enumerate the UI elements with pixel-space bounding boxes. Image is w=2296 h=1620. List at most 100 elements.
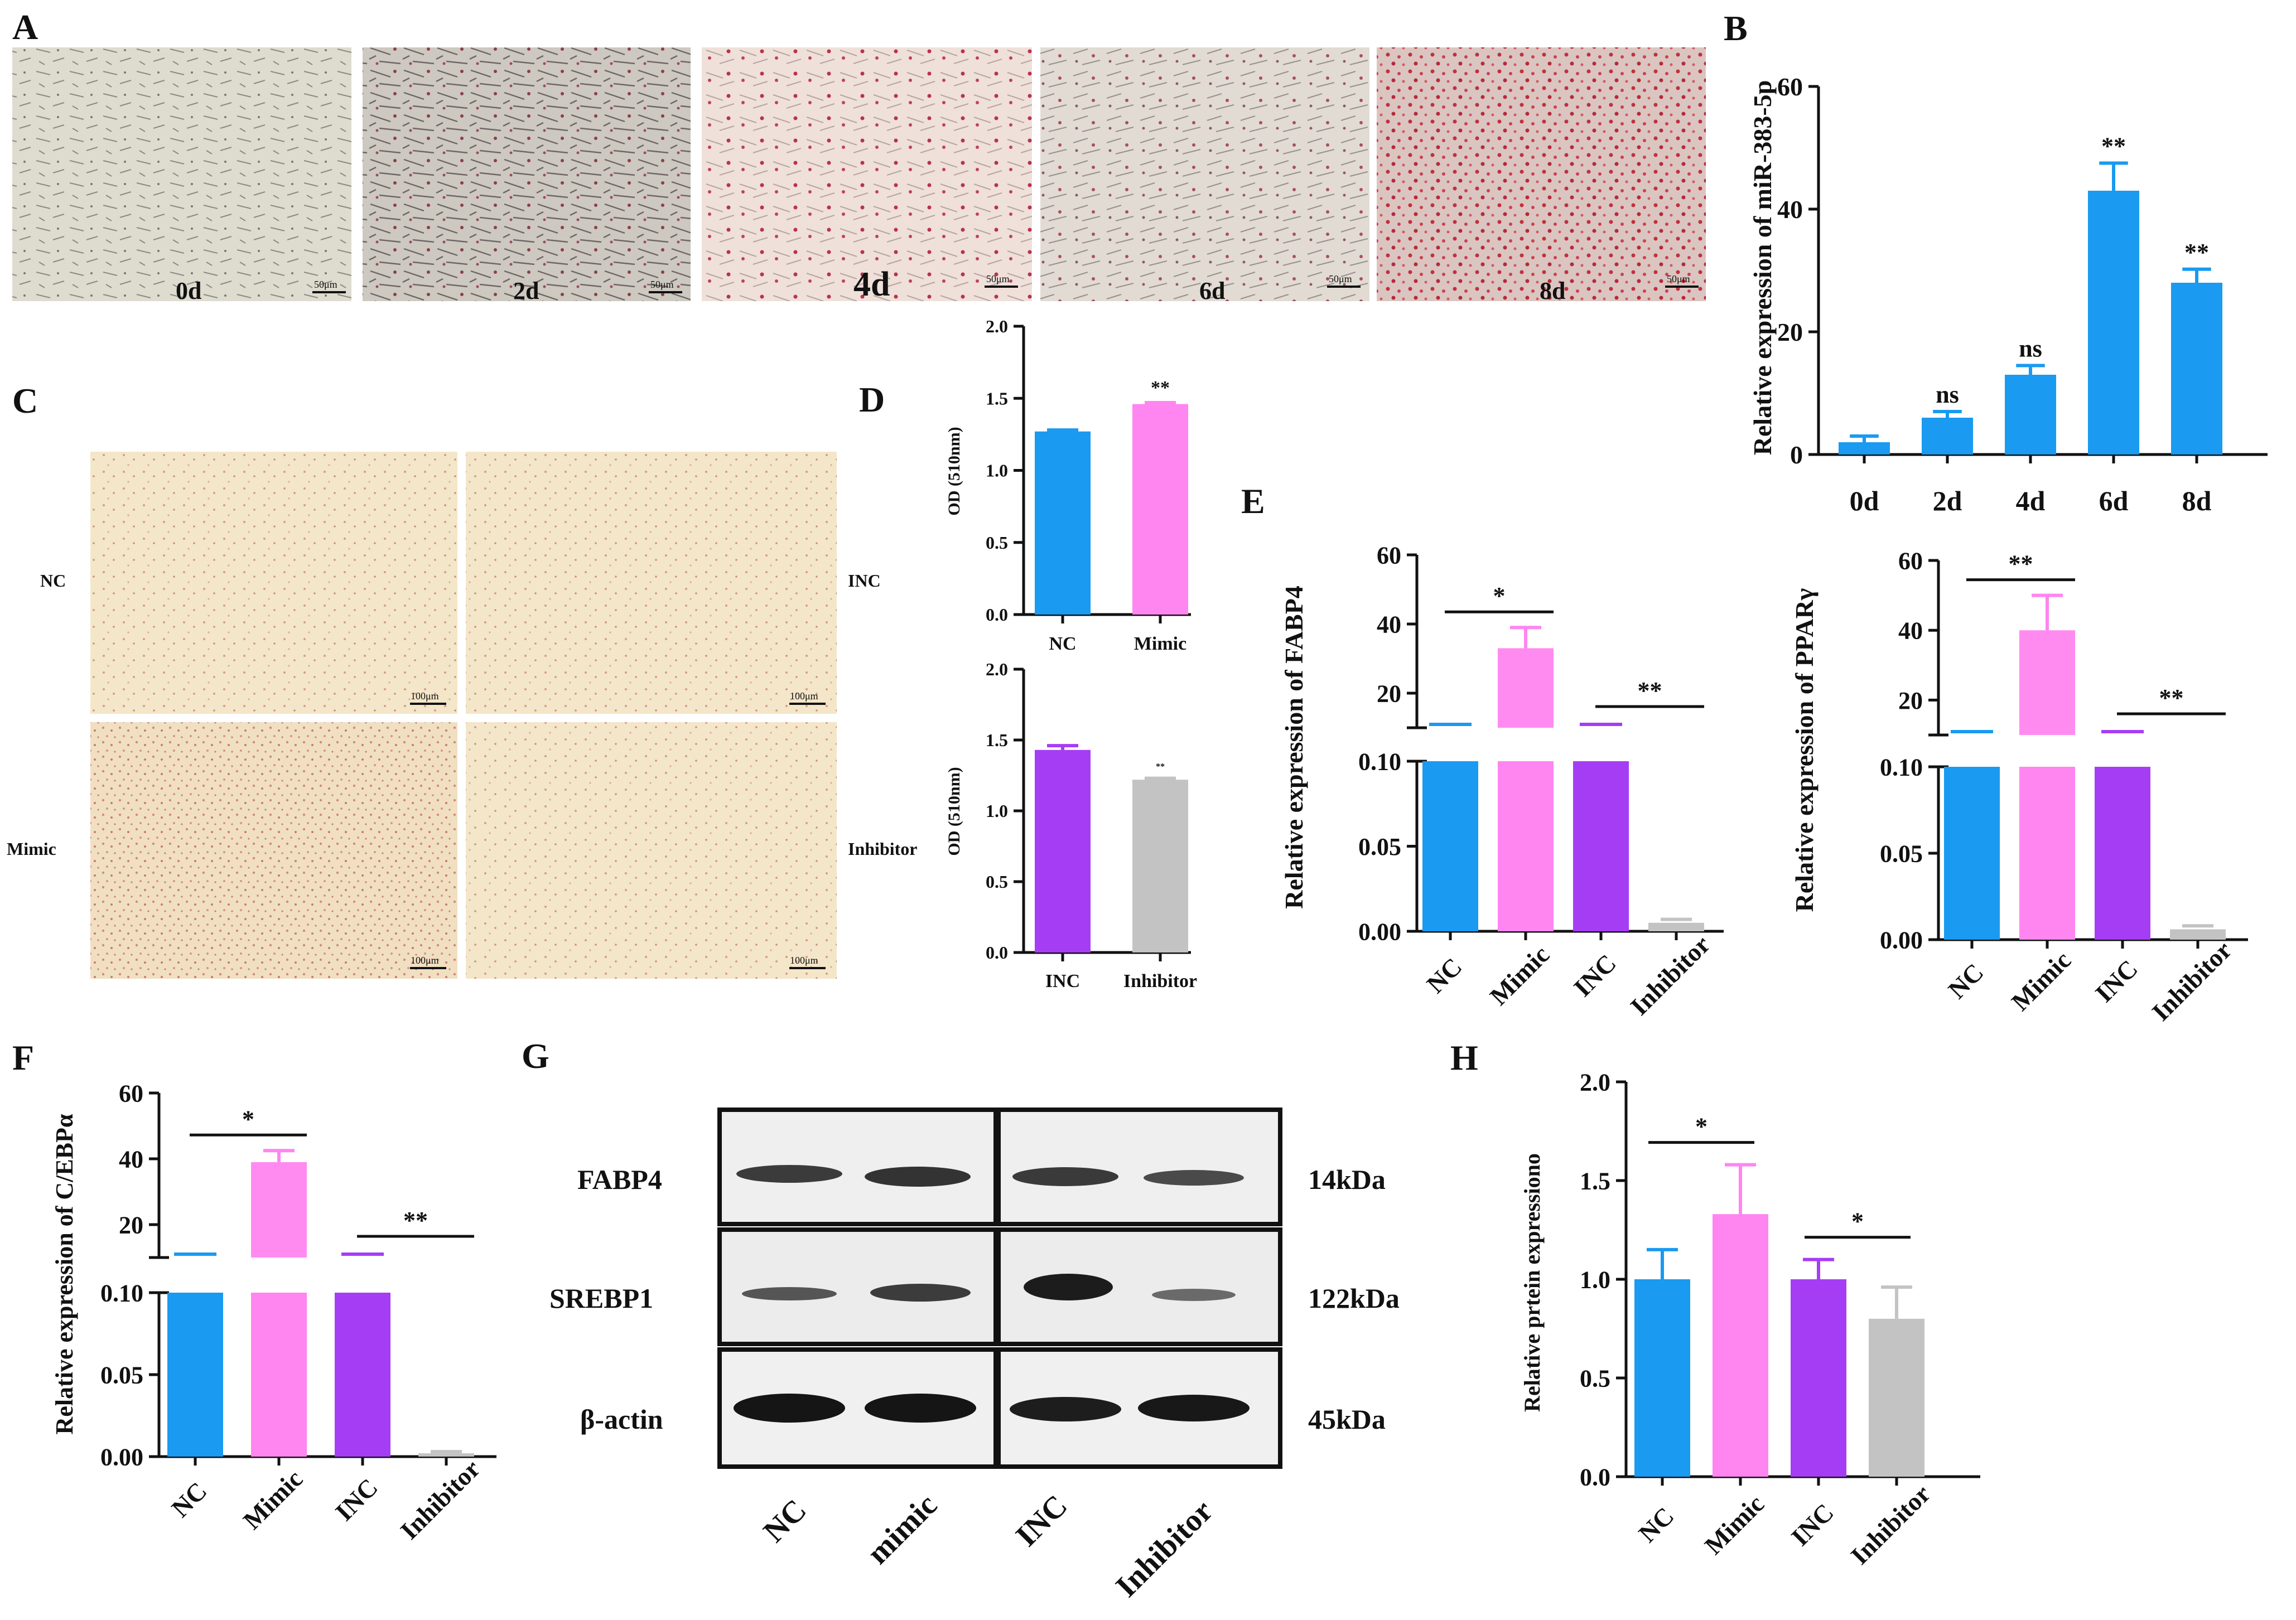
y-tick-label: 20 bbox=[1898, 687, 1923, 714]
y-tick-label: 60 bbox=[1777, 72, 1803, 101]
significance-label: ** bbox=[2184, 239, 2209, 266]
lane-label-inc: INC bbox=[1009, 1488, 1074, 1553]
y-axis-title: Relative prtein expressiono bbox=[1520, 1153, 1545, 1412]
bar-upper-segment bbox=[251, 1162, 307, 1258]
micrograph-0d: 0d 50μm bbox=[12, 47, 351, 304]
band bbox=[870, 1284, 971, 1302]
band bbox=[734, 1394, 845, 1423]
x-tick-label: Inhibitor bbox=[1625, 930, 1716, 1021]
lane-label-inhibitor: Inhibitor bbox=[1109, 1493, 1219, 1604]
significance-label: ** bbox=[2101, 133, 2126, 160]
y-axis-title: Relative expression of PPARγ bbox=[1790, 588, 1819, 912]
bar bbox=[2170, 929, 2226, 940]
condition-label: INC bbox=[848, 570, 881, 591]
significance-label: ** bbox=[2159, 684, 2184, 712]
y-axis-title: Relative expression of FABP4 bbox=[1280, 586, 1308, 909]
y-tick-label: 0.05 bbox=[100, 1361, 143, 1389]
bar bbox=[1035, 431, 1091, 615]
x-tick-label: 0d bbox=[1850, 485, 1879, 516]
y-tick-label: 0.10 bbox=[100, 1279, 143, 1307]
micrograph-8d: 8d 50μm bbox=[1377, 47, 1706, 304]
y-tick-label: 40 bbox=[1898, 617, 1923, 645]
band bbox=[1012, 1167, 1118, 1186]
micrograph-mimic: 100μm bbox=[90, 722, 457, 979]
x-tick-label: Inhibitor bbox=[1123, 971, 1197, 992]
y-tick-label: 0.10 bbox=[1358, 748, 1401, 775]
x-tick-label: Inhibitor bbox=[395, 1454, 486, 1545]
panel-letter: H bbox=[1450, 1038, 1478, 1077]
bar bbox=[1713, 1214, 1768, 1477]
y-tick-label: 0.00 bbox=[1358, 918, 1401, 945]
x-tick-label: Mimic bbox=[2006, 946, 2076, 1016]
micrograph-inhibitor: 100μm bbox=[466, 722, 837, 979]
size-label-fabp4: 14kDa bbox=[1308, 1164, 1386, 1195]
bar bbox=[1648, 922, 1704, 931]
y-axis-title: OD (510nm) bbox=[945, 427, 963, 515]
y-tick-label: 0.5 bbox=[986, 872, 1008, 892]
y-tick-label: 60 bbox=[1377, 541, 1401, 569]
micrograph-label: 6d bbox=[1199, 277, 1225, 304]
y-tick-label: 20 bbox=[1377, 680, 1401, 707]
y-tick-label: 20 bbox=[119, 1211, 143, 1239]
blot-frame bbox=[996, 1108, 1282, 1226]
x-tick-label: NC bbox=[1049, 634, 1076, 654]
scale-bar-label: 50μm bbox=[650, 279, 674, 290]
scale-bar-label: 50μm bbox=[1667, 273, 1690, 284]
y-tick-label: 0.5 bbox=[986, 533, 1008, 553]
scale-bar-label: 100μm bbox=[411, 955, 439, 966]
y-tick-label: 0.5 bbox=[1580, 1365, 1610, 1392]
bar bbox=[1791, 1279, 1846, 1477]
micrograph-label: 8d bbox=[1540, 277, 1565, 304]
bar bbox=[1634, 1279, 1690, 1477]
band bbox=[865, 1167, 971, 1187]
x-tick-label: Mimic bbox=[1484, 940, 1555, 1010]
y-tick-label: 0.0 bbox=[1580, 1463, 1610, 1491]
x-tick-label: Mimic bbox=[1134, 634, 1186, 654]
micrograph-nc: 100μm bbox=[90, 452, 457, 714]
significance-label: ns bbox=[1936, 381, 1959, 408]
y-axis-title: OD (510nm) bbox=[945, 767, 963, 855]
bar bbox=[1132, 404, 1188, 615]
bar bbox=[2171, 283, 2222, 454]
x-tick-label: NC bbox=[1421, 952, 1468, 999]
panel-letter-a: A bbox=[12, 7, 38, 47]
y-tick-label: 60 bbox=[119, 1080, 143, 1107]
panel-letter-c: C bbox=[12, 381, 38, 420]
panel-letter: B bbox=[1724, 8, 1748, 48]
scale-bar-label: 100μm bbox=[790, 690, 818, 702]
y-axis-title: Relative expression of miR-383-5p bbox=[1748, 80, 1777, 455]
y-tick-label: 1.5 bbox=[986, 730, 1008, 750]
panel-letter: D bbox=[859, 380, 885, 419]
significance-label: * bbox=[1851, 1208, 1864, 1235]
y-tick-label: 1.5 bbox=[986, 388, 1008, 408]
significance-label: ** bbox=[1156, 762, 1165, 772]
micrograph-label: 0d bbox=[176, 277, 201, 304]
scale-bar-label: 50μm bbox=[314, 279, 337, 290]
y-tick-label: 1.0 bbox=[986, 801, 1008, 821]
x-tick-label: Mimic bbox=[1699, 1490, 1769, 1560]
x-tick-label: Inhibitor bbox=[2147, 936, 2237, 1027]
micrograph-6d: 6d 50μm bbox=[1040, 47, 1369, 304]
y-tick-label: 0.10 bbox=[1880, 753, 1923, 781]
lane-label-nc: NC bbox=[757, 1493, 813, 1549]
panel-c-micrographs: NC INC Mimic Inhibitor 100μm 100μm 100μm… bbox=[7, 452, 917, 979]
y-tick-label: 0.00 bbox=[100, 1443, 143, 1471]
panel-a-micrographs: 0d 50μm 2d 50μm 4d 50μm 6d 50μm 8d 50μm bbox=[12, 47, 1706, 304]
significance-label: ns bbox=[2019, 335, 2042, 362]
band bbox=[1144, 1170, 1244, 1186]
panel-letter: F bbox=[12, 1038, 34, 1077]
bar bbox=[1839, 442, 1890, 454]
size-label-srebp1: 122kDa bbox=[1308, 1283, 1400, 1314]
y-tick-label: 0.0 bbox=[986, 942, 1008, 963]
bar bbox=[251, 1293, 307, 1457]
bar bbox=[1498, 761, 1554, 931]
bar bbox=[1944, 767, 2000, 940]
bar bbox=[1422, 761, 1478, 931]
y-tick-label: 0.05 bbox=[1880, 840, 1923, 867]
bar bbox=[1035, 749, 1091, 952]
x-tick-label: NC bbox=[166, 1477, 213, 1523]
y-tick-label: 20 bbox=[1777, 318, 1803, 346]
x-tick-label: Inhibitor bbox=[1845, 1479, 1936, 1570]
bar bbox=[335, 1293, 390, 1457]
